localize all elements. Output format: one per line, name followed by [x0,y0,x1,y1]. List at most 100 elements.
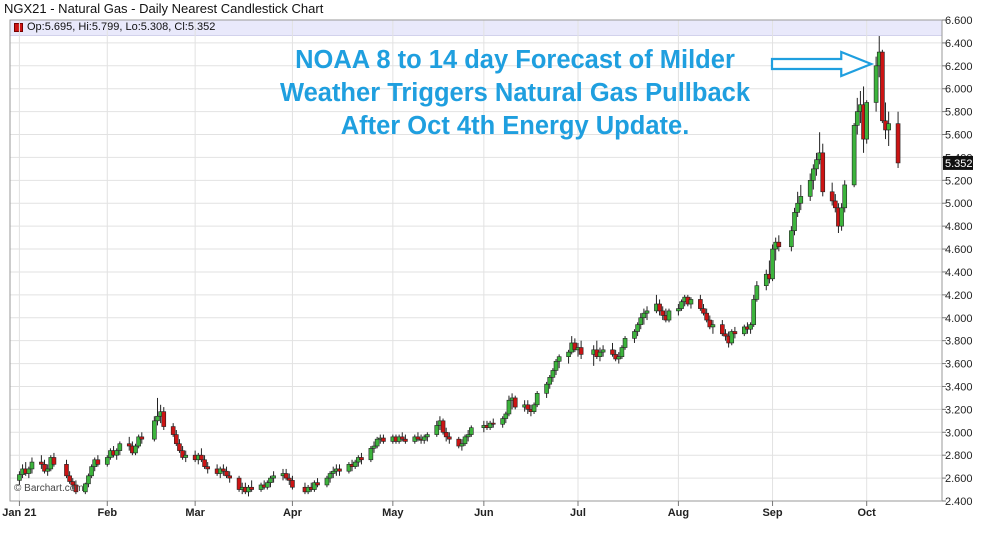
candle-body [644,310,650,314]
candle-body [616,356,622,360]
candle [531,402,537,414]
candle-body [490,422,496,425]
candle [641,308,647,325]
candle-body [622,338,628,348]
ohlc-legend: Op:5.695, Hi:5.799, Lo:5.308, Cl:5.352 [10,20,942,36]
candle [177,439,182,453]
candle [748,322,753,334]
candle-body [811,168,816,181]
candle [73,480,79,495]
candle-body [792,212,797,232]
candle-body [506,399,512,415]
candle [374,436,380,449]
candle [290,475,295,490]
candle [114,448,119,460]
x-tick-label: Aug [668,507,689,519]
y-tick-label: 5.000 [945,198,973,210]
candle-body [544,383,549,394]
candle-body [732,331,738,335]
candle-body [525,404,531,410]
candle [221,464,226,476]
candle-body [434,425,440,435]
candle [70,478,76,490]
candle-body [152,420,157,440]
candle [161,407,167,430]
candle [657,299,662,316]
candle-body [770,248,775,280]
candle [371,441,377,453]
candle-body [459,443,465,447]
candle-body [327,473,333,479]
candle-body [381,437,386,442]
candle [566,349,571,364]
candle [550,368,556,382]
y-tick-label: 6.400 [945,38,973,50]
candle-body [440,420,446,433]
candle [776,235,782,252]
candle-body [29,461,35,470]
candle-body [286,477,292,481]
candle [403,434,408,444]
candle [271,471,276,483]
candle [820,143,826,197]
watermark: © Barchart.com [14,483,84,494]
y-tick-label: 5.600 [945,130,973,142]
candle [751,294,757,327]
last-price-label: 5.352 [945,158,973,170]
candle [792,207,797,236]
last-price-marker [943,155,973,170]
candle-body [701,308,706,314]
candle [324,475,330,488]
candle-body [578,347,584,355]
candle [133,443,138,456]
candle-body [70,481,76,486]
candle-body [698,299,703,309]
candle-body [688,299,694,305]
candle [811,164,816,190]
candle [462,434,468,447]
candle [465,429,471,442]
candle-body [126,443,132,447]
candle-body [666,310,672,321]
y-axis: 2.400 2.600 2.800 3.000 3.200 3.400 3.600 3.800… [942,15,973,508]
x-tick-label: Mar [185,507,205,519]
candle-body [610,349,615,355]
candle [698,294,703,311]
legend-swatch [14,23,23,32]
candle-body [161,411,167,427]
candle [95,455,101,467]
candle-body [500,418,505,425]
candle [676,304,681,316]
candle-body [73,484,79,493]
candle-body [51,457,57,465]
candle [152,416,157,442]
candle [754,281,760,302]
candle [886,111,891,146]
plot-frame [9,19,943,502]
y-tick-label: 3.400 [945,381,973,393]
candle [183,450,189,463]
headline-annotation: NOAA 8 to 14 day Forecast of Milder Weat… [255,44,775,143]
x-tick-label: May [382,507,404,519]
candle [807,173,813,201]
y-tick-label: 2.400 [945,496,973,508]
candle-body [468,427,474,435]
candle [578,340,584,359]
candle [443,427,449,442]
candle [381,434,386,444]
y-tick-label: 4.600 [945,244,973,256]
x-tick-label: Jan 21 [2,507,36,519]
candle-body [183,454,189,458]
candle-body [249,486,254,490]
candle-body [886,123,891,131]
candle-body [268,477,273,483]
candle [421,434,427,444]
candle [352,459,358,469]
candle-body [742,326,747,335]
candle [425,432,430,442]
y-tick-label: 2.800 [945,450,973,462]
candle [468,425,474,437]
y-tick-label: 3.600 [945,359,973,371]
candle [763,269,769,291]
candle-body [227,475,232,479]
